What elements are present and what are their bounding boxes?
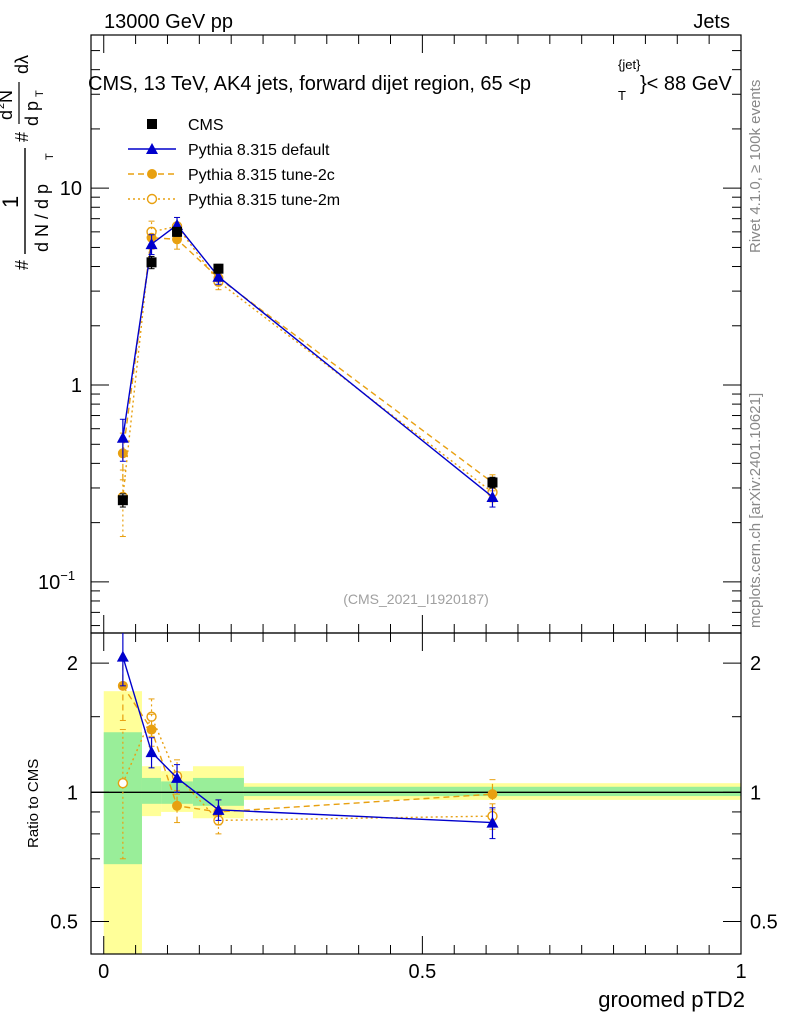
main-y-tick-label: 1 — [71, 375, 82, 397]
y-label-d2n-sup: 2 — [0, 103, 7, 109]
x-tick-label: 1 — [735, 961, 746, 983]
main-y-tick-label: 10 — [60, 178, 82, 200]
ratio-y-tick-label-right: 0.5 — [750, 911, 778, 933]
legend-marker-tune2m — [146, 193, 158, 205]
plot-title-end: }< 88 GeV — [640, 73, 732, 95]
main-series-layer — [116, 216, 499, 538]
main-y-tick-label: 10−1 — [38, 568, 75, 594]
category-label: Jets — [693, 11, 730, 33]
main-default-line — [122, 224, 493, 498]
ratio-y-tick-label-right: 1 — [750, 782, 761, 804]
ratio-tune2m-point — [146, 711, 157, 722]
main-default-point — [212, 270, 225, 282]
main-cms-point — [172, 226, 183, 237]
main-default-point — [145, 238, 158, 250]
legend-label-cms: CMS — [188, 117, 224, 134]
analysis-watermark: (CMS_2021_I1920187) — [343, 591, 489, 607]
x-tick-label: 0.5 — [408, 961, 436, 983]
legend-marker-cms — [147, 119, 157, 129]
y-label-dlambda: dλ — [12, 55, 32, 74]
y-label-d2n-den-sub: T — [34, 90, 46, 97]
y-label-d2n-den: d p — [22, 101, 42, 126]
main-cms-point — [117, 495, 128, 506]
main-default-point — [486, 490, 499, 502]
legend-label-tune2c: Pythia 8.315 tune-2c — [188, 167, 335, 184]
main-cms-point — [487, 477, 498, 488]
ratio-default-point — [116, 650, 129, 662]
legend-marker-default — [146, 143, 158, 154]
plot-title-sub: T — [618, 88, 626, 103]
y-label-frac-num: 1 — [0, 196, 23, 208]
main-y-axis: 10−1 1 10 — [38, 34, 741, 627]
ratio-default-point — [212, 803, 225, 815]
ratio-tune2m-point — [117, 777, 129, 789]
y-label-d2n: d — [0, 110, 16, 120]
legend: CMS Pythia 8.315 default Pythia 8.315 tune… — [128, 117, 340, 209]
x-axis-label: groomed pTD2 — [598, 987, 745, 1012]
ratio-tune2c-point — [172, 800, 183, 811]
ratio-axis-label: Ratio to CMS — [25, 759, 42, 848]
x-tick-label: 0 — [98, 961, 109, 983]
main-cms-point — [146, 257, 157, 268]
ratio-tune2c-point — [146, 724, 157, 735]
y-label-hash-2: # — [12, 132, 32, 142]
main-cms-point — [213, 263, 224, 274]
plot-title: CMS, 13 TeV, AK4 jets, forward dijet reg… — [88, 73, 531, 95]
legend-label-default: Pythia 8.315 default — [188, 142, 330, 159]
ratio-tune2c-point — [487, 789, 498, 800]
plot-title-sup: {jet} — [618, 57, 641, 72]
legend-marker-tune2c — [147, 169, 157, 179]
main-default-point — [116, 431, 129, 443]
main-tune2c-line — [122, 237, 493, 484]
x-axis: 0 0.5 1 — [98, 35, 747, 983]
ratio-y-tick-label-left: 2 — [67, 653, 78, 675]
ratio-default-point — [486, 816, 499, 828]
y-label-frac-den: d N / d p — [32, 184, 52, 252]
ratio-default-point — [145, 746, 158, 758]
rivet-label: Rivet 4.1.0, ≥ 100k events — [747, 80, 764, 253]
mcplots-label: mcplots.cern.ch [arXiv:2401.10621] — [747, 393, 764, 628]
y-label-hash-1: # — [12, 260, 32, 270]
energy-label: 13000 GeV pp — [104, 11, 233, 33]
y-label-frac-den-sub: T — [44, 153, 56, 160]
band-green — [141, 777, 162, 804]
ratio-series-layer — [116, 633, 499, 860]
y-label-d2n-n: N — [0, 90, 16, 103]
main-tune2m-line — [122, 225, 493, 498]
ratio-y-tick-label-left: 1 — [67, 782, 78, 804]
ratio-plot-frame — [90, 632, 742, 955]
ratio-y-axis: 0.5 0.5 1 1 2 2 — [50, 653, 778, 933]
y-axis-label: # 1 d N / d p T # d 2 N d p T dλ — [0, 55, 56, 270]
ratio-y-tick-label-left: 0.5 — [50, 911, 78, 933]
ratio-y-tick-label-right: 2 — [750, 653, 761, 675]
legend-label-tune2m: Pythia 8.315 tune-2m — [188, 192, 340, 209]
ratio-default-point — [171, 771, 184, 783]
